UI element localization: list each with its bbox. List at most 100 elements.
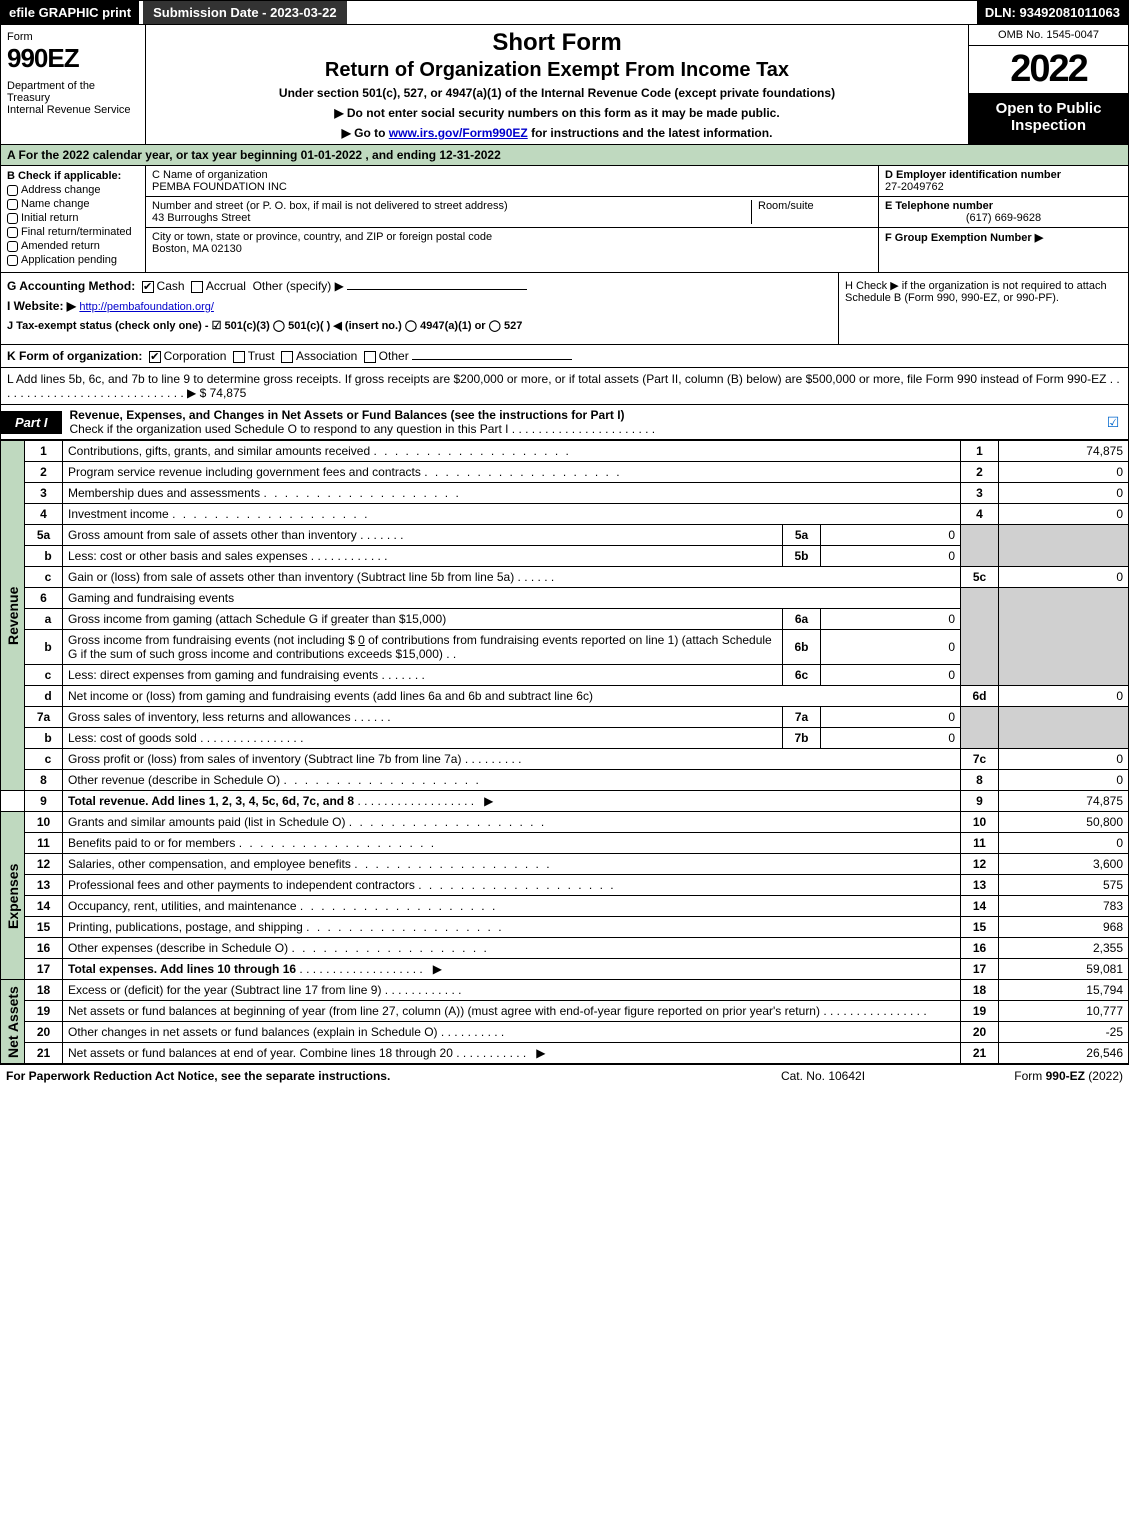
checkbox-icon[interactable] <box>7 241 18 252</box>
line-14: 14 Occupancy, rent, utilities, and maint… <box>1 896 1129 917</box>
line-num: 15 <box>25 917 63 938</box>
ghij-left-col: G Accounting Method: Cash Accrual Other … <box>1 273 838 344</box>
checkbox-icon[interactable] <box>7 185 18 196</box>
line-num: 11 <box>25 833 63 854</box>
i-label: I Website: ▶ <box>7 299 76 313</box>
header-right: OMB No. 1545-0047 2022 Open to Public In… <box>968 25 1128 144</box>
chk-label: Amended return <box>21 240 100 252</box>
org-city-cell: City or town, state or province, country… <box>146 228 878 258</box>
section-d-ein: D Employer identification number 27-2049… <box>879 166 1128 197</box>
checkbox-icon[interactable] <box>7 255 18 266</box>
title-short-form: Short Form <box>154 29 960 57</box>
room-label: Room/suite <box>758 200 814 212</box>
chk-final-return[interactable]: Final return/terminated <box>7 226 139 238</box>
line-num: 9 <box>25 791 63 812</box>
checkbox-icon[interactable] <box>7 227 18 238</box>
line-desc: Occupancy, rent, utilities, and maintena… <box>63 896 961 917</box>
line-subnum: 6a <box>783 609 821 630</box>
line-rv: 3,600 <box>999 854 1129 875</box>
line-num: a <box>25 609 63 630</box>
footer-left: For Paperwork Reduction Act Notice, see … <box>6 1069 723 1083</box>
line-8: 8 Other revenue (describe in Schedule O)… <box>1 770 1129 791</box>
line-desc: Contributions, gifts, grants, and simila… <box>63 441 961 462</box>
chk-address-change[interactable]: Address change <box>7 184 139 196</box>
top-bar: efile GRAPHIC print Submission Date - 20… <box>0 0 1129 25</box>
line-rn: 2 <box>961 462 999 483</box>
line-19: 19 Net assets or fund balances at beginn… <box>1 1001 1129 1022</box>
form-header: Form 990EZ Department of the Treasury In… <box>0 25 1129 145</box>
line-rn: 21 <box>961 1043 999 1064</box>
line-subval: 0 <box>821 609 961 630</box>
line-rv: 575 <box>999 875 1129 896</box>
k-label: K Form of organization: <box>7 349 142 363</box>
line-num: 5a <box>25 525 63 546</box>
line-rv: 0 <box>999 567 1129 588</box>
line-subval: 0 <box>821 546 961 567</box>
line-rn: 15 <box>961 917 999 938</box>
expenses-section-label: Expenses <box>1 812 25 980</box>
g-other: Other (specify) ▶ <box>253 279 344 293</box>
website-link[interactable]: http://pembafoundation.org/ <box>79 301 214 313</box>
line-subval: 0 <box>821 728 961 749</box>
chk-other[interactable] <box>364 351 376 363</box>
ein-label: D Employer identification number <box>885 169 1061 181</box>
h-text: H Check ▶ if the organization is not req… <box>845 280 1107 304</box>
subtitle-section-501c: Under section 501(c), 527, or 4947(a)(1)… <box>154 86 960 100</box>
g-other-blank[interactable] <box>347 289 527 290</box>
omb-number: OMB No. 1545-0047 <box>969 25 1128 46</box>
line-desc: Gain or (loss) from sale of assets other… <box>63 567 961 588</box>
line-6c: c Less: direct expenses from gaming and … <box>1 665 1129 686</box>
section-j-tax-exempt: J Tax-exempt status (check only one) - ☑… <box>7 319 832 332</box>
checkbox-icon[interactable] <box>7 199 18 210</box>
chk-cash[interactable] <box>142 281 154 293</box>
chk-trust[interactable] <box>233 351 245 363</box>
line-1: Revenue 1 Contributions, gifts, grants, … <box>1 441 1129 462</box>
line-desc: Professional fees and other payments to … <box>63 875 961 896</box>
chk-corporation[interactable] <box>149 351 161 363</box>
line-rn: 7c <box>961 749 999 770</box>
line-rn: 9 <box>961 791 999 812</box>
efile-print-button[interactable]: efile GRAPHIC print <box>1 1 139 24</box>
line-num: 12 <box>25 854 63 875</box>
line-21: 21 Net assets or fund balances at end of… <box>1 1043 1129 1064</box>
line-num: 2 <box>25 462 63 483</box>
line-rn: 3 <box>961 483 999 504</box>
chk-association[interactable] <box>281 351 293 363</box>
line-num: 21 <box>25 1043 63 1064</box>
chk-application-pending[interactable]: Application pending <box>7 254 139 266</box>
line-desc: Other changes in net assets or fund bala… <box>63 1022 961 1043</box>
line-desc: Benefits paid to or for members <box>63 833 961 854</box>
g-accrual: Accrual <box>206 279 246 293</box>
line-num: c <box>25 665 63 686</box>
line-rn: 16 <box>961 938 999 959</box>
chk-accrual[interactable] <box>191 281 203 293</box>
line-subval: 0 <box>821 665 961 686</box>
submission-date-button[interactable]: Submission Date - 2023-03-22 <box>143 1 347 24</box>
line-rv: 0 <box>999 483 1129 504</box>
k-corp: Corporation <box>164 349 227 363</box>
line-num: 16 <box>25 938 63 959</box>
checkbox-icon[interactable] <box>7 213 18 224</box>
line-7b: b Less: cost of goods sold . . . . . . .… <box>1 728 1129 749</box>
line-desc: Grants and similar amounts paid (list in… <box>63 812 961 833</box>
line-subval: 0 <box>821 525 961 546</box>
chk-amended-return[interactable]: Amended return <box>7 240 139 252</box>
chk-label: Address change <box>21 184 101 196</box>
tax-year: 2022 <box>969 46 1128 94</box>
k-assoc: Association <box>296 349 357 363</box>
chk-initial-return[interactable]: Initial return <box>7 212 139 224</box>
part-1-subtitle: Check if the organization used Schedule … <box>70 422 656 436</box>
k-other-blank[interactable] <box>412 359 572 360</box>
part-1-checkbox[interactable]: ☑ <box>1098 414 1128 431</box>
chk-name-change[interactable]: Name change <box>7 198 139 210</box>
irs-link[interactable]: www.irs.gov/Form990EZ <box>389 126 528 140</box>
section-e-phone: E Telephone number (617) 669-9628 <box>879 197 1128 228</box>
line-num: 3 <box>25 483 63 504</box>
line-desc: Total revenue. Add lines 1, 2, 3, 4, 5c,… <box>63 791 961 812</box>
footer-center: Cat. No. 10642I <box>723 1069 923 1083</box>
city-label: City or town, state or province, country… <box>152 231 872 243</box>
line-subnum: 7a <box>783 707 821 728</box>
line-desc: Other expenses (describe in Schedule O) <box>63 938 961 959</box>
line-rv: 0 <box>999 504 1129 525</box>
line-rv: -25 <box>999 1022 1129 1043</box>
